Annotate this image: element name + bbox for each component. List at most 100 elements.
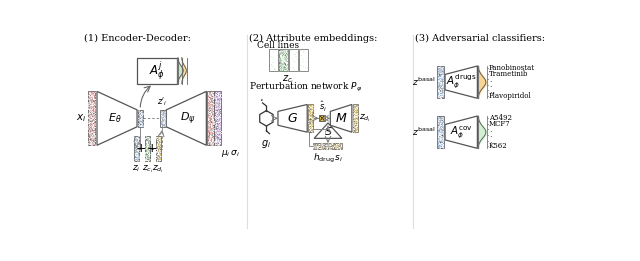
Point	[140, 141, 150, 145]
Point	[213, 118, 223, 122]
Point	[312, 144, 323, 148]
Point	[157, 123, 168, 127]
Point	[207, 128, 218, 133]
Point	[206, 143, 216, 147]
Point	[436, 118, 446, 123]
Point	[130, 144, 140, 149]
Point	[157, 120, 167, 124]
Point	[325, 142, 335, 146]
Point	[87, 96, 97, 100]
Point	[83, 130, 93, 134]
Point	[87, 108, 97, 112]
Point	[211, 119, 221, 123]
Point	[212, 108, 222, 112]
Point	[152, 136, 162, 140]
Point	[352, 120, 362, 124]
Point	[140, 136, 150, 140]
Point	[84, 101, 95, 105]
Point	[330, 143, 340, 147]
Point	[435, 118, 445, 122]
Point	[84, 99, 94, 104]
Point	[323, 145, 333, 149]
Point	[289, 58, 300, 63]
Point	[205, 125, 215, 129]
Point	[278, 55, 289, 59]
Point	[435, 89, 445, 93]
Bar	[308, 104, 314, 132]
Point	[209, 140, 220, 144]
Text: $z_i$: $z_i$	[132, 164, 141, 174]
Point	[84, 105, 94, 110]
Point	[84, 135, 94, 139]
Point	[276, 55, 287, 59]
Point	[207, 140, 217, 145]
Point	[311, 146, 321, 150]
Point	[86, 131, 97, 135]
Point	[280, 63, 290, 67]
Point	[303, 114, 314, 118]
Point	[275, 48, 285, 52]
Point	[436, 116, 447, 120]
Point	[154, 138, 164, 142]
Point	[304, 124, 314, 128]
Point	[205, 96, 215, 100]
Point	[212, 93, 222, 98]
Point	[157, 123, 167, 127]
Point	[310, 143, 321, 147]
Point	[352, 110, 362, 114]
Point	[321, 142, 331, 146]
Point	[437, 64, 447, 69]
Point	[87, 102, 97, 106]
Point	[306, 105, 316, 109]
Point	[133, 141, 143, 145]
Point	[437, 81, 447, 85]
Point	[210, 107, 220, 111]
Point	[307, 120, 317, 124]
Point	[435, 134, 445, 138]
Point	[329, 146, 339, 151]
Point	[321, 146, 331, 150]
Point	[87, 111, 97, 115]
Point	[209, 123, 219, 127]
Point	[435, 132, 445, 137]
Point	[330, 146, 340, 150]
Point	[89, 134, 99, 138]
Point	[215, 112, 225, 116]
Point	[88, 101, 99, 105]
Point	[351, 106, 361, 110]
Point	[332, 144, 342, 148]
Point	[329, 143, 339, 147]
Point	[307, 104, 317, 108]
Point	[323, 142, 333, 146]
Point	[437, 125, 447, 129]
Point	[212, 135, 222, 139]
Point	[308, 123, 318, 128]
Point	[203, 107, 213, 111]
Point	[207, 97, 218, 101]
Point	[141, 141, 152, 145]
Point	[89, 117, 99, 121]
Point	[314, 145, 324, 150]
Point	[204, 95, 214, 99]
Point	[214, 99, 225, 103]
Point	[281, 61, 291, 65]
Point	[438, 82, 448, 87]
Point	[211, 137, 221, 141]
Point	[159, 120, 169, 124]
Point	[282, 53, 292, 57]
Point	[282, 56, 292, 60]
Point	[159, 117, 169, 121]
Point	[331, 145, 341, 149]
Point	[207, 120, 217, 124]
Point	[434, 94, 444, 98]
Point	[136, 113, 146, 117]
Point	[90, 122, 100, 126]
Point	[279, 58, 289, 62]
Point	[207, 112, 217, 116]
Point	[281, 60, 291, 64]
Point	[438, 91, 448, 96]
Point	[153, 135, 163, 140]
Text: .: .	[489, 80, 492, 90]
Point	[84, 102, 95, 106]
Point	[156, 123, 166, 127]
